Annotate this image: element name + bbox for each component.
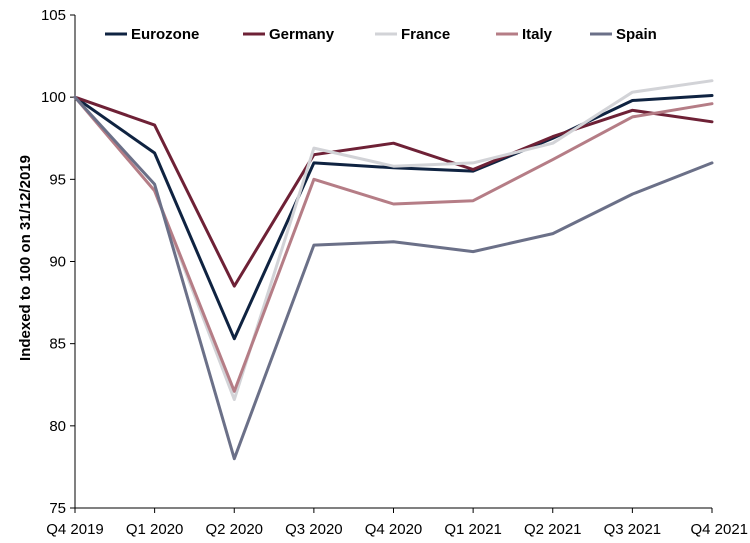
- x-tick-label: Q2 2021: [524, 521, 582, 538]
- legend-label-france: France: [401, 26, 450, 43]
- series-line-eurozone: [73, 94, 714, 341]
- y-tick-label: 100: [41, 89, 66, 106]
- x-tick-label: Q2 2020: [205, 521, 263, 538]
- y-tick-label: 90: [49, 254, 66, 271]
- x-tick-label: Q4 2020: [365, 521, 423, 538]
- legend-label-italy: Italy: [522, 26, 553, 43]
- y-tick-label: 95: [49, 171, 66, 188]
- legend-label-germany: Germany: [269, 26, 335, 43]
- legend-label-eurozone: Eurozone: [131, 26, 199, 43]
- x-tick-label: Q1 2021: [444, 521, 502, 538]
- y-axis: 75 80 85 90 95 100 105: [41, 7, 76, 517]
- y-tick-label: 85: [49, 336, 66, 353]
- series-line-spain: [73, 95, 714, 461]
- x-tick-label: Q3 2021: [604, 521, 662, 538]
- x-tick-label: Q1 2020: [126, 521, 184, 538]
- x-tick-label: Q4 2021: [690, 521, 748, 538]
- x-tick-label: Q4 2019: [46, 521, 104, 538]
- legend: Eurozone Germany France Italy Spain: [105, 26, 657, 43]
- y-tick-label: 75: [49, 500, 66, 517]
- x-tick-label: Q3 2020: [285, 521, 343, 538]
- y-axis-title: Indexed to 100 on 31/12/2019: [17, 155, 34, 361]
- y-tick-label: 105: [41, 7, 66, 24]
- legend-label-spain: Spain: [616, 26, 657, 43]
- x-axis: Q4 2019 Q1 2020 Q2 2020 Q3 2020 Q4 2020 Q1 20…: [46, 507, 748, 538]
- series-layer: [73, 79, 714, 461]
- y-tick-label: 80: [49, 418, 66, 435]
- series-line-germany: [73, 95, 714, 288]
- series-line-italy: [73, 95, 714, 393]
